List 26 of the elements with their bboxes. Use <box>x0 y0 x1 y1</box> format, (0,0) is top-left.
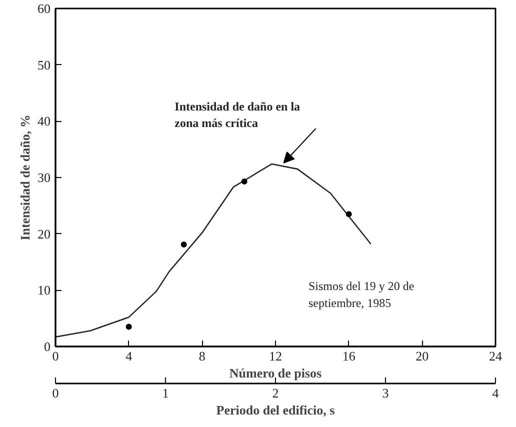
y-axis-title: Intensidad de daño, % <box>18 114 32 240</box>
point <box>126 324 132 330</box>
x-axis-title: Número de pisos <box>229 366 322 380</box>
x-tick-label: 4 <box>126 348 133 364</box>
y-tick-label: 30 <box>38 170 50 185</box>
x2-tick-label: 2 <box>272 386 279 400</box>
x2-tick-label: 4 <box>492 386 500 400</box>
x-tick-label: 20 <box>416 348 429 364</box>
y-tick-label: 50 <box>38 57 50 72</box>
x2-axis-title: Periodo del edificio, s <box>216 402 335 418</box>
annotation: Intensidad de daño en la zona más crítica <box>174 99 300 130</box>
y-tick-label: 60 <box>38 1 50 16</box>
y-tick-label: 0 <box>44 339 50 354</box>
x-tick-label: 16 <box>342 348 356 364</box>
x-tick-label: 12 <box>269 348 282 364</box>
y-tick-label: 20 <box>38 226 50 242</box>
x2-tick-label: 1 <box>162 386 169 400</box>
y-tick-label: 10 <box>38 282 50 298</box>
point <box>346 211 352 218</box>
y-tick-label: 40 <box>38 114 50 129</box>
x-tick-label: 24 <box>489 348 502 364</box>
point <box>180 242 187 248</box>
x-tick-label: 8 <box>198 348 206 364</box>
annotation: Sismos del 19 y 20 de septiembre, 1985 <box>308 279 414 310</box>
point <box>241 178 248 184</box>
x2-tick-label: 3 <box>382 386 389 400</box>
